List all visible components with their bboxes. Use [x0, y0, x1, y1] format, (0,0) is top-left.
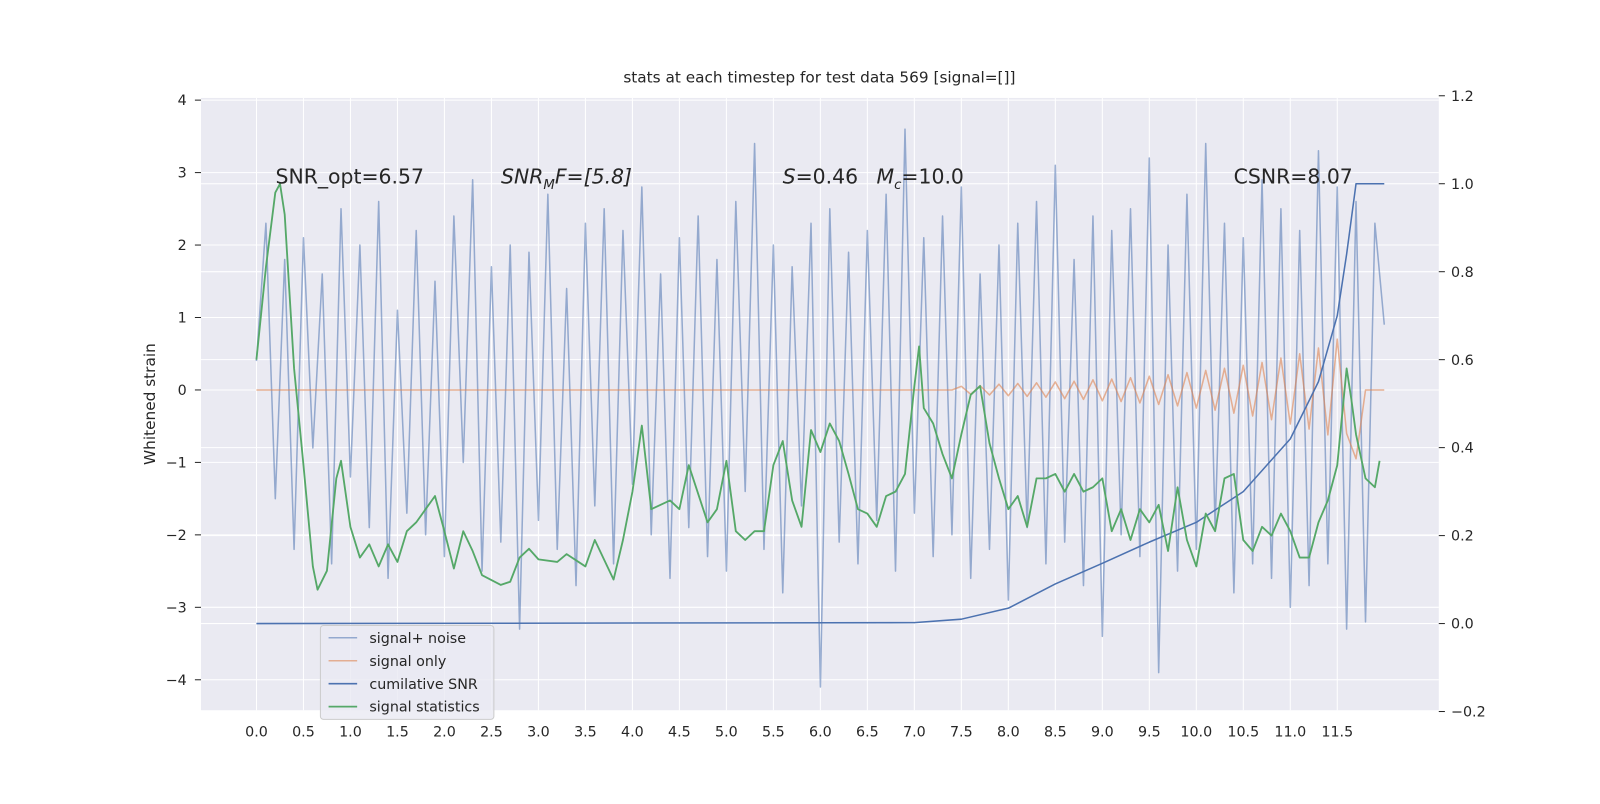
y-tick-label: 0: [178, 383, 187, 399]
annotation: Mc=10.0: [877, 165, 964, 193]
x-tick-label: 9.5: [1138, 725, 1161, 741]
x-tick-label: 1.5: [386, 725, 409, 741]
y-tick-label: −2: [166, 528, 187, 544]
series-line: [256, 338, 1385, 460]
series-line: [256, 183, 1385, 625]
y-tick-label: 1: [178, 311, 187, 327]
legend-label: signal statistics: [369, 700, 479, 716]
x-tick-label: 2.5: [480, 725, 503, 741]
y2-tick-label: 0.4: [1451, 441, 1474, 457]
x-tick-label: 0.0: [245, 725, 268, 741]
x-tick-label: 4.0: [621, 725, 644, 741]
x-tick-label: 7.0: [903, 725, 926, 741]
x-tick-label: 6.5: [856, 725, 879, 741]
annotation-part: F=[5.8]: [555, 165, 632, 189]
annotation-part: CSNR=8.07: [1234, 165, 1353, 189]
annotation: SNR_opt=6.57: [276, 165, 424, 190]
y-tick-label: 4: [178, 93, 187, 109]
legend-label: cumilative SNR: [369, 677, 477, 693]
x-tick-label: 5.5: [762, 725, 785, 741]
annotation-part: =0.46: [796, 165, 859, 189]
annotation-part: SNR: [501, 165, 543, 189]
y-axis-label: Whitened strain: [141, 343, 159, 465]
x-tick-label: 7.5: [950, 725, 973, 741]
x-tick-label: 1.0: [339, 725, 362, 741]
x-tick-label: 10.0: [1180, 725, 1212, 741]
axes: 0.0 0.5 1.0 1.5 2.0 2.5 3.0 3.5 4.0 4.5 5.0 5.5 6.0 6…: [166, 89, 1486, 741]
x-tick-label: 0.5: [292, 725, 315, 741]
chart-title: stats at each timestep for test data 569…: [623, 69, 1015, 87]
x-tick-label: 2.0: [433, 725, 456, 741]
x-tick-label: 3.5: [574, 725, 597, 741]
y2-tick-label: 0.6: [1451, 353, 1474, 369]
x-tick-label: 5.0: [715, 725, 738, 741]
y2-tick-label: 0.8: [1451, 265, 1474, 281]
annotation-part: M: [543, 178, 555, 193]
y2-tick-label: 1.2: [1451, 89, 1474, 105]
annotation: CSNR=8.07: [1234, 165, 1353, 189]
annotation-part: =10.0: [901, 165, 964, 189]
x-tick-label: 11.0: [1274, 725, 1306, 741]
annotation: SNRMF=[5.8]: [501, 165, 632, 193]
annotation: S=0.46: [783, 165, 858, 189]
x-tick-label: 11.5: [1321, 725, 1353, 741]
annotation-part: M: [877, 165, 895, 189]
legend-box: [319, 625, 495, 720]
x-tick-label: 8.5: [1044, 725, 1067, 741]
x-tick-label: 8.0: [997, 725, 1020, 741]
legend-label: signal+ noise: [369, 631, 466, 647]
y2-tick-label: 0.0: [1451, 617, 1474, 633]
x-tick-label: 6.0: [809, 725, 832, 741]
annotation-part: c: [894, 178, 902, 193]
annotation-part: S: [783, 165, 796, 189]
series-line: [255, 128, 1386, 688]
y-tick-label: −4: [166, 673, 187, 689]
x-tick-label: 3.0: [527, 725, 550, 741]
x-tick-label: 9.0: [1091, 725, 1114, 741]
y2-tick-label: 1.0: [1451, 177, 1474, 193]
x-tick-label: 10.5: [1227, 725, 1259, 741]
y-tick-label: 2: [178, 238, 187, 254]
marks: [255, 128, 1386, 688]
x-tick-label: 4.5: [668, 725, 691, 741]
y2-tick-label: −0.2: [1451, 705, 1486, 721]
y-tick-label: −3: [166, 600, 187, 616]
y-tick-label: 3: [178, 166, 187, 182]
series-line: [255, 182, 1381, 591]
y-tick-label: −1: [166, 456, 187, 472]
legend-label: signal only: [369, 654, 446, 670]
annotation-part: SNR_opt=6.57: [276, 165, 424, 190]
y2-tick-label: 0.2: [1451, 529, 1474, 545]
